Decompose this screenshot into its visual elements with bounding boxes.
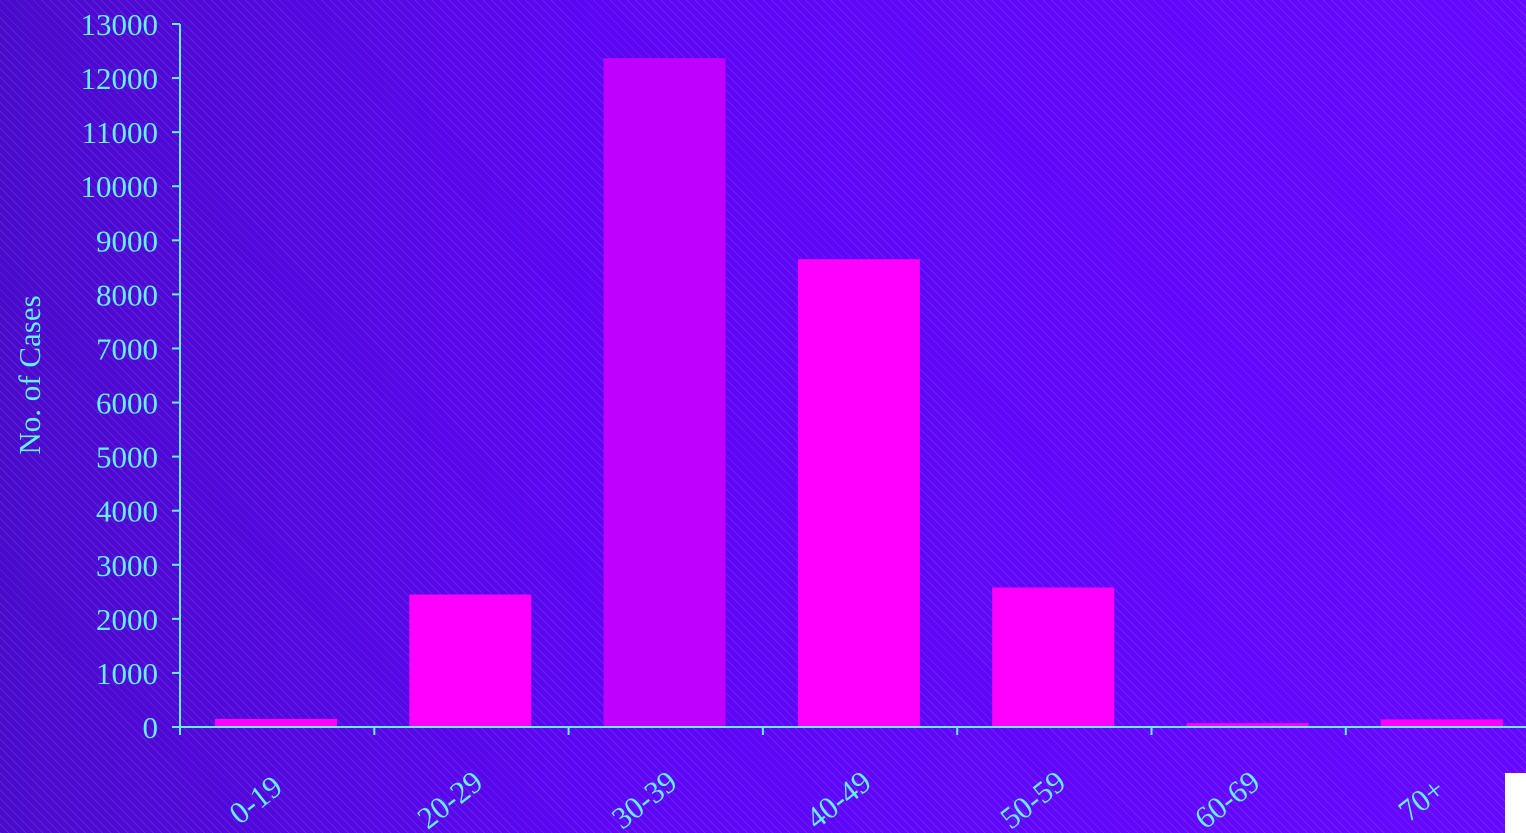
bar-70+ bbox=[1380, 719, 1503, 727]
corner-artifact bbox=[1505, 773, 1526, 833]
y-tick-labels: 0 1000 2000 3000 4000 5000 6000 7000 8000 9000 100… bbox=[81, 7, 159, 745]
y-tick-label: 3000 bbox=[96, 548, 158, 583]
x-tick-labels: 0-19 20-29 30-39 40-49 50-59 60-69 70+ bbox=[222, 764, 1451, 833]
y-tick-label: 8000 bbox=[96, 277, 158, 312]
y-tick-label: 13000 bbox=[81, 7, 159, 42]
bars-layer bbox=[215, 58, 1503, 728]
y-tick-label: 4000 bbox=[96, 494, 158, 529]
y-tick-label: 6000 bbox=[96, 386, 158, 421]
y-tick-label: 10000 bbox=[81, 169, 159, 204]
axes-layer bbox=[172, 23, 1526, 735]
y-tick-label: 0 bbox=[143, 710, 159, 745]
x-tick-label-30-39: 30-39 bbox=[605, 764, 684, 833]
y-tick-label: 9000 bbox=[96, 223, 158, 258]
x-tick-label-0-19: 0-19 bbox=[222, 768, 288, 831]
x-tick-label-20-29: 20-29 bbox=[411, 764, 490, 833]
y-tick-label: 2000 bbox=[96, 602, 158, 637]
x-tick-label-60-69: 60-69 bbox=[1188, 764, 1267, 833]
x-tick-label-50-59: 50-59 bbox=[993, 764, 1072, 833]
bar-30-39 bbox=[603, 58, 726, 728]
x-tick-label-70+: 70+ bbox=[1391, 771, 1451, 828]
y-tick-label: 5000 bbox=[96, 440, 158, 475]
y-axis-title: No. of Cases bbox=[12, 295, 47, 454]
y-tick-label: 7000 bbox=[96, 331, 158, 366]
x-tick-label-40-49: 40-49 bbox=[799, 764, 878, 833]
bar-20-29 bbox=[409, 594, 532, 727]
bar-0-19 bbox=[215, 718, 337, 727]
y-tick-label: 12000 bbox=[81, 61, 159, 96]
bar-40-49 bbox=[797, 259, 920, 727]
bar-60-69 bbox=[1186, 723, 1309, 727]
y-tick-label: 11000 bbox=[82, 115, 158, 150]
bar-50-59 bbox=[992, 587, 1115, 727]
y-tick-label: 1000 bbox=[96, 656, 158, 691]
